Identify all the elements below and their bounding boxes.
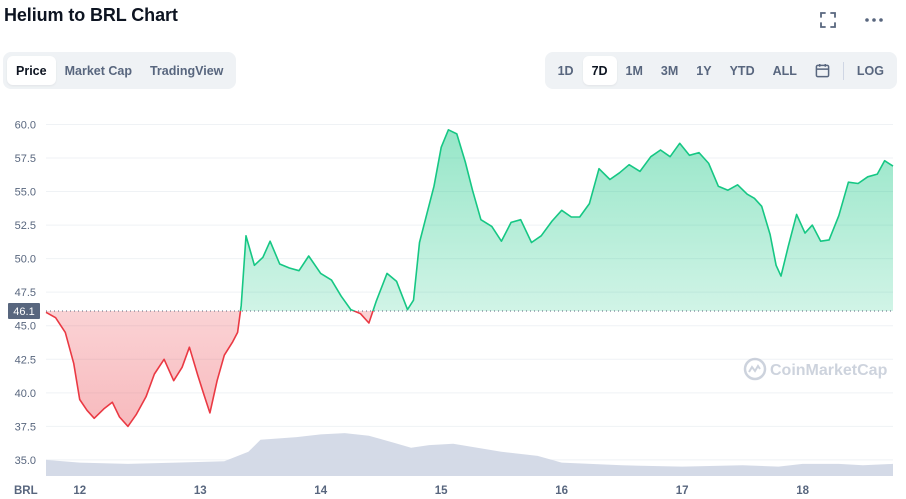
y-tick-label: 42.5: [15, 354, 36, 366]
tab-market-cap[interactable]: Market Cap: [64, 63, 132, 78]
currency-label: BRL: [14, 485, 38, 497]
price-line-down: [45, 310, 374, 428]
log-toggle[interactable]: LOG: [856, 63, 884, 78]
range-1d[interactable]: 1D: [557, 63, 574, 78]
x-tick-label: 16: [555, 485, 568, 497]
y-tick-label: 52.5: [15, 220, 36, 232]
price-area-up: [240, 129, 893, 311]
range-ytd[interactable]: YTD: [729, 63, 755, 78]
watermark: CoinMarketCap: [743, 357, 888, 381]
range-tabs: 1D 7D 1M 3M 1Y YTD ALL LOG: [544, 52, 897, 89]
price-area-down: [46, 310, 893, 427]
x-tick-label: 14: [314, 485, 327, 497]
y-tick-label: 57.5: [15, 153, 36, 165]
y-tick-label: 50.0: [15, 254, 36, 266]
tab-tradingview[interactable]: TradingView: [149, 63, 224, 78]
watermark-text: CoinMarketCap: [770, 362, 888, 379]
x-tick-label: 15: [435, 485, 448, 497]
coinmarketcap-logo-icon: [743, 357, 767, 381]
x-tick-label: 18: [796, 485, 809, 497]
baseline-label-box: [8, 302, 40, 319]
price-line-up: [239, 129, 894, 311]
x-tick-label: 12: [73, 485, 86, 497]
volume-area: [46, 433, 893, 476]
range-1m[interactable]: 1M: [625, 63, 643, 78]
range-divider: [842, 61, 844, 80]
y-tick-label: 60.0: [15, 119, 36, 131]
y-tick-label: 37.5: [15, 421, 36, 433]
x-tick-label: 13: [194, 485, 207, 497]
y-tick-label: 40.0: [15, 388, 36, 400]
range-all[interactable]: ALL: [772, 63, 797, 78]
chart-type-tabs: Price Market Cap TradingView: [3, 52, 237, 89]
x-tick-label: 17: [676, 485, 689, 497]
y-tick-label: 35.0: [15, 455, 36, 467]
page-title: Helium to BRL Chart: [4, 5, 178, 25]
top-toolbar: [818, 10, 884, 30]
tab-price[interactable]: Price: [7, 56, 56, 85]
more-icon[interactable]: [864, 10, 884, 30]
range-7d[interactable]: 7D: [582, 56, 617, 85]
watermark-logo-mark: [748, 364, 761, 373]
calendar-icon[interactable]: [806, 56, 839, 85]
range-3m[interactable]: 3M: [660, 63, 679, 78]
y-tick-label: 47.5: [15, 287, 36, 299]
fullscreen-icon[interactable]: [818, 10, 838, 30]
range-1y[interactable]: 1Y: [696, 63, 712, 78]
y-tick-label: 45.0: [15, 321, 36, 333]
y-tick-label: 55.0: [15, 187, 36, 199]
baseline-label: 46.1: [13, 306, 34, 318]
